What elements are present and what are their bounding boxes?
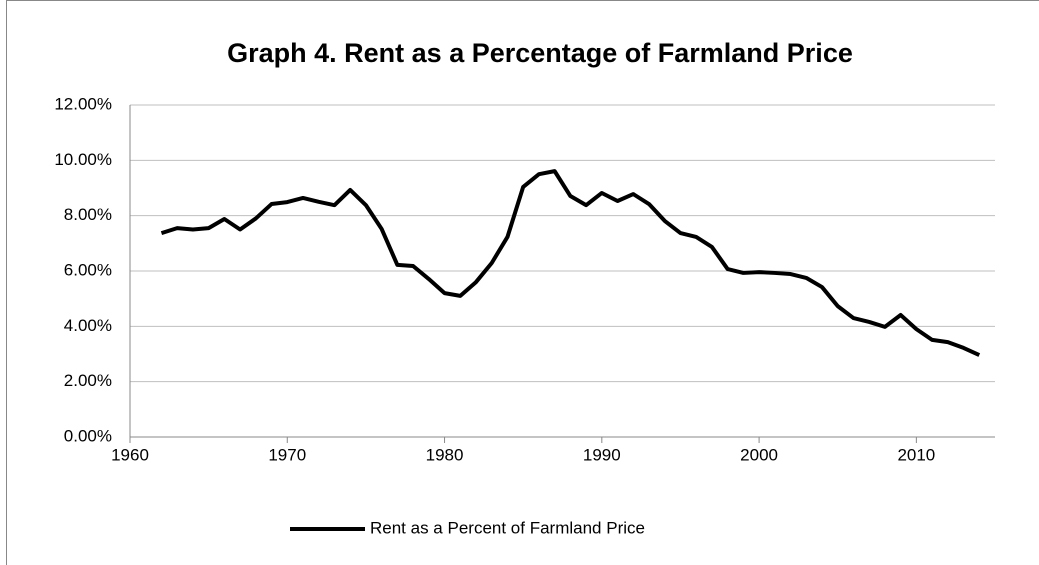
x-tick-label: 2000 — [740, 445, 778, 464]
y-tick-label: 6.00% — [64, 260, 112, 279]
chart-title: Graph 4. Rent as a Percentage of Farmlan… — [227, 38, 853, 68]
y-tick-label: 8.00% — [64, 205, 112, 224]
y-tick-label: 4.00% — [64, 316, 112, 335]
x-tick-label: 1960 — [111, 445, 149, 464]
x-tick-label: 2010 — [897, 445, 935, 464]
x-tick-label: 1990 — [583, 445, 621, 464]
y-tick-label: 0.00% — [64, 426, 112, 445]
y-tick-label: 2.00% — [64, 371, 112, 390]
y-tick-label: 12.00% — [54, 94, 112, 113]
y-tick-label: 10.00% — [54, 150, 112, 169]
x-tick-label: 1970 — [268, 445, 306, 464]
x-tick-label: 1980 — [426, 445, 464, 464]
data-line — [160, 169, 981, 357]
legend-label: Rent as a Percent of Farmland Price — [370, 518, 645, 537]
